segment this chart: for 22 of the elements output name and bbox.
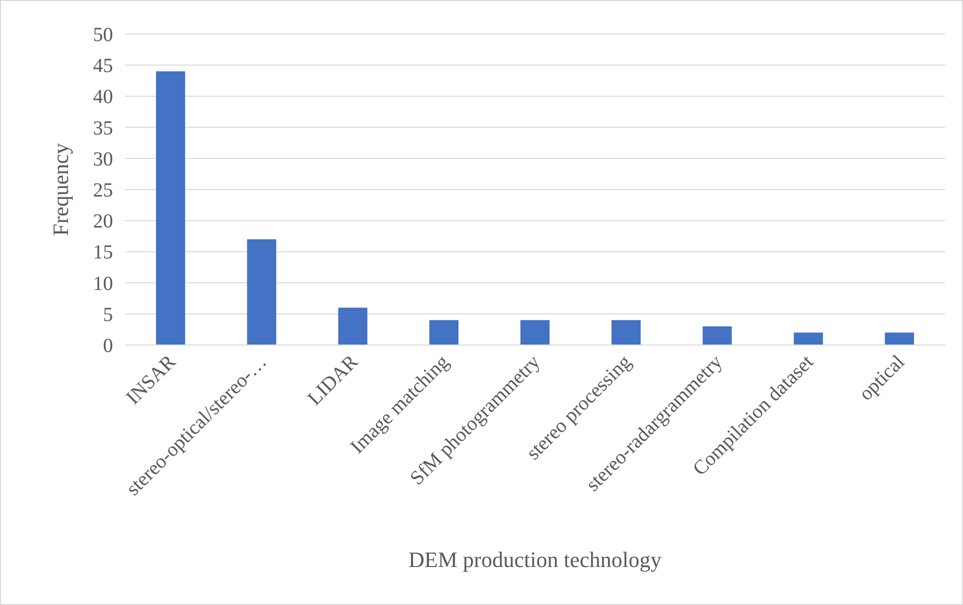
y-tick-label: 15 xyxy=(93,242,113,264)
y-tick-label: 10 xyxy=(93,272,113,295)
bar xyxy=(338,308,368,345)
y-tick-label: 5 xyxy=(103,304,113,326)
y-tick-label: 25 xyxy=(93,180,113,202)
y-tick-label: 35 xyxy=(93,117,113,140)
y-tick-label: 20 xyxy=(93,210,113,233)
y-axis-title: Frequency xyxy=(48,143,73,236)
bar xyxy=(247,239,276,345)
y-tick-label: 0 xyxy=(103,335,113,357)
bar xyxy=(612,320,641,345)
y-tick-label: 50 xyxy=(93,24,113,46)
y-tick-label: 30 xyxy=(93,148,113,170)
bar xyxy=(429,320,458,345)
y-tick-label: 45 xyxy=(93,55,113,78)
bar xyxy=(702,326,732,345)
bar xyxy=(794,332,823,345)
bar xyxy=(520,320,550,345)
bar xyxy=(156,71,186,345)
bar xyxy=(884,332,914,345)
x-axis-title: DEM production technology xyxy=(408,547,662,572)
y-tick-label: 40 xyxy=(93,86,113,108)
